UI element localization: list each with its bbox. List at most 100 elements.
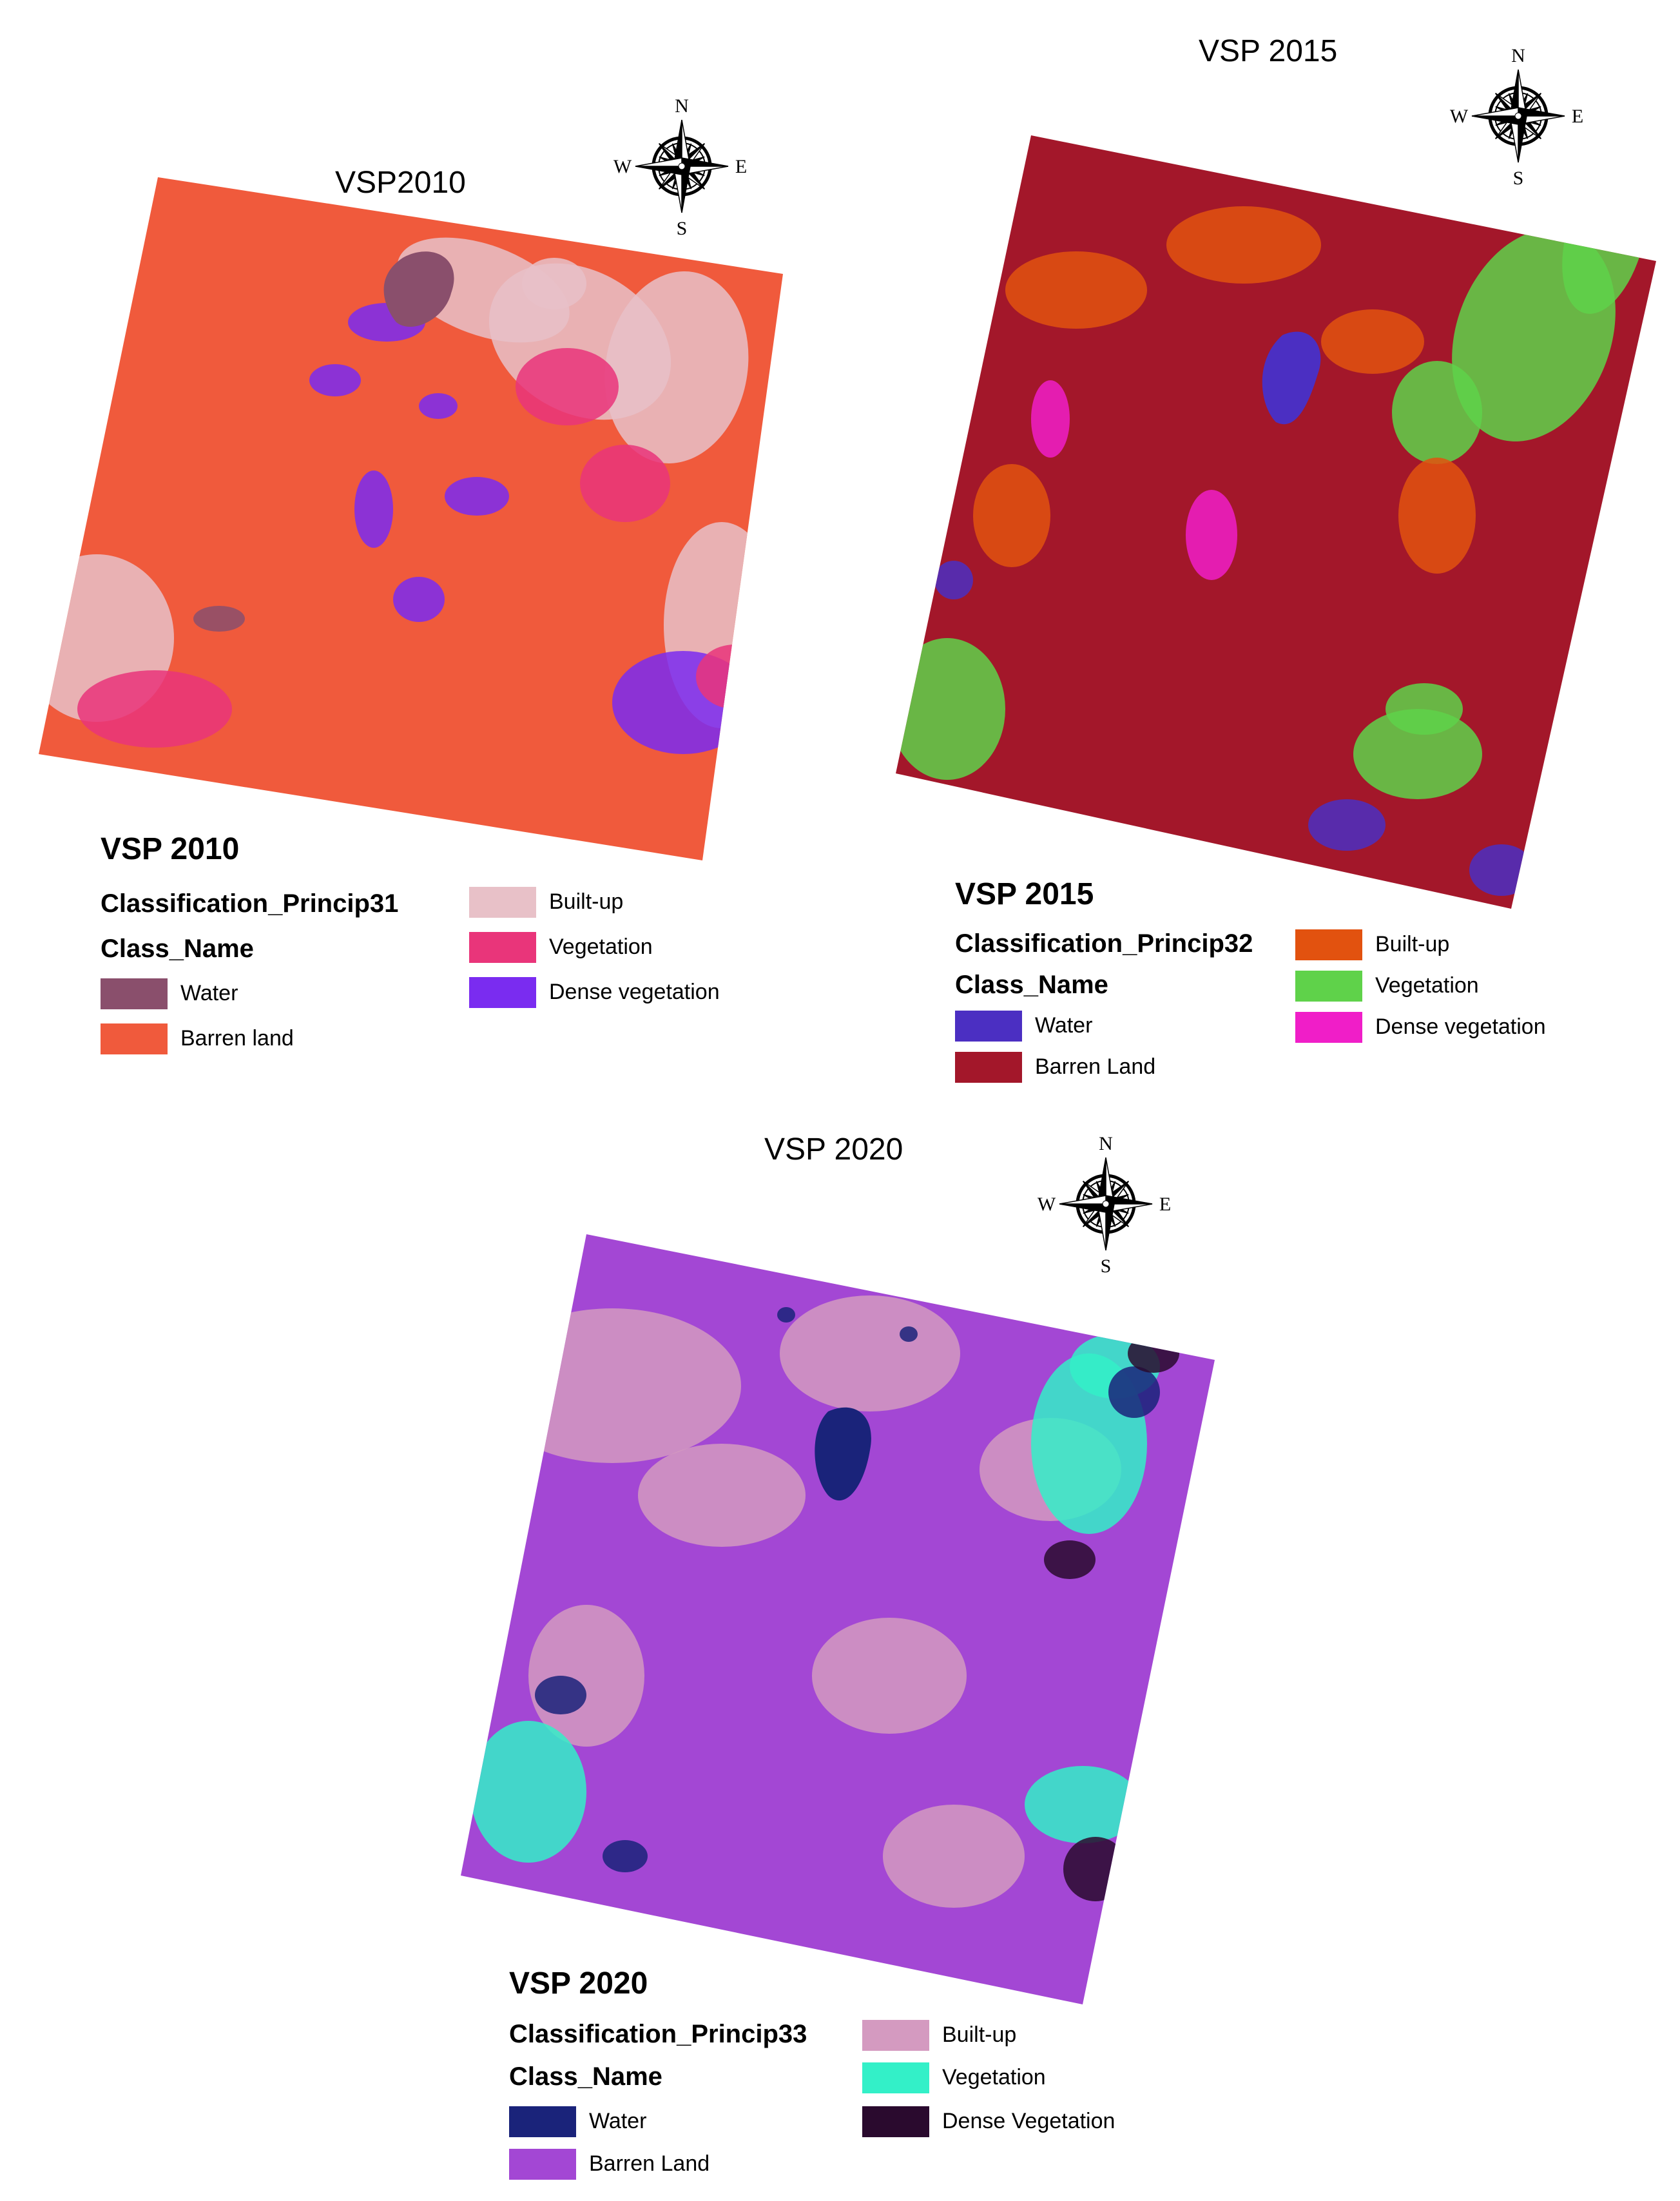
lake-water-body — [815, 1407, 871, 1501]
legend-label: Built-up — [942, 2022, 1017, 2047]
legend-swatch — [469, 932, 536, 963]
legend-field-name: Class_Name — [955, 971, 1108, 999]
legend-label: Water — [1035, 1013, 1093, 1038]
land-cover-patch — [1044, 1540, 1096, 1579]
compass-south-label: S — [1513, 168, 1524, 189]
legend-swatch — [1295, 971, 1362, 1002]
legend-swatch — [1295, 929, 1362, 960]
legend-label: Vegetation — [1375, 973, 1479, 998]
land-cover-patch — [603, 1840, 648, 1872]
map-title: VSP2010 — [335, 166, 466, 200]
legend-swatch — [469, 977, 536, 1008]
land-cover-patch — [580, 445, 670, 522]
land-cover-patch — [470, 1721, 586, 1863]
land-cover-patch — [1469, 844, 1534, 896]
classified-raster-map — [896, 135, 1656, 909]
land-cover-patch — [354, 470, 393, 548]
land-cover-patch — [883, 1805, 1025, 1908]
compass-south-label: S — [677, 218, 688, 239]
legend-title: VSP 2015 — [955, 877, 1094, 911]
land-cover-patch — [393, 577, 445, 622]
lake-water-body — [1262, 331, 1321, 425]
legend-label: Vegetation — [942, 2065, 1046, 2089]
legend-swatch — [862, 2062, 929, 2093]
land-cover-patch — [638, 1444, 806, 1547]
legend-swatch — [469, 887, 536, 918]
legend-label: Water — [589, 2109, 647, 2133]
legend-label: Dense vegetation — [549, 980, 720, 1004]
legend-label: Barren Land — [589, 2151, 710, 2176]
north-arrow-compass-rose-icon: N S E W — [1035, 1133, 1177, 1277]
land-cover-patch — [1005, 251, 1147, 329]
land-cover-patch — [1353, 709, 1482, 799]
compass-east-label: E — [735, 156, 747, 177]
land-cover-patch — [777, 1307, 795, 1323]
legend-label: Barren Land — [1035, 1054, 1156, 1079]
compass-rose-graphic: N S E W — [1038, 1133, 1171, 1277]
land-cover-patch — [477, 1318, 503, 1337]
land-cover-patch — [1321, 309, 1424, 374]
land-cover-patch — [1386, 683, 1463, 735]
land-cover-patch — [896, 638, 1005, 780]
compass-south-label: S — [1101, 1256, 1112, 1277]
north-arrow-compass-rose-icon: N S E W — [1447, 45, 1589, 189]
legend-layer-name: Classification_Princip32 — [955, 929, 1253, 958]
legend-title: VSP 2010 — [101, 832, 240, 866]
legend-swatch — [509, 2106, 576, 2137]
compass-west-label: W — [1450, 106, 1469, 127]
legend-swatch — [862, 2106, 929, 2137]
legend-layer-name: Classification_Princip33 — [509, 2020, 807, 2048]
legend-label: Barren land — [180, 1026, 294, 1051]
map-title: VSP 2020 — [764, 1132, 903, 1167]
land-cover-patch — [780, 1295, 960, 1411]
land-cover-patch — [445, 477, 509, 516]
land-cover-patch — [1108, 1366, 1160, 1418]
legend-swatch — [955, 1052, 1022, 1083]
land-cover-patch — [1128, 1334, 1179, 1373]
land-cover-patch — [1392, 361, 1482, 464]
land-cover-patch — [193, 606, 245, 632]
legend-label: Dense Vegetation — [942, 2109, 1115, 2133]
land-cover-patch — [934, 561, 973, 599]
lake-water-body — [383, 251, 454, 327]
compass-north-label: N — [675, 95, 689, 117]
compass-rose-graphic: N S E W — [613, 95, 747, 239]
compass-east-label: E — [1572, 106, 1583, 127]
legend-label: Vegetation — [549, 935, 653, 959]
classified-raster-map — [39, 177, 783, 860]
legend-title: VSP 2020 — [509, 1966, 648, 2001]
land-cover-patch — [1063, 1837, 1128, 1901]
compass-west-label: W — [1038, 1194, 1056, 1215]
legend-layer-name: Classification_Princip31 — [101, 889, 399, 918]
legend-label: Water — [180, 981, 238, 1005]
legend-field-name: Class_Name — [509, 2062, 662, 2091]
land-cover-patch — [1025, 1766, 1141, 1843]
land-cover-patch — [516, 348, 619, 425]
compass-east-label: E — [1159, 1194, 1171, 1215]
legend-swatch — [101, 1023, 168, 1054]
land-cover-patch — [483, 1308, 741, 1463]
land-cover-patch — [696, 645, 773, 709]
map-title: VSP 2015 — [1199, 34, 1338, 68]
legend-swatch — [1295, 1012, 1362, 1043]
legend-swatch — [955, 1011, 1022, 1042]
land-cover-patch — [812, 1618, 967, 1734]
land-cover-patch — [973, 464, 1050, 567]
land-cover-patch — [535, 1676, 586, 1714]
legend-swatch — [509, 2149, 576, 2180]
land-cover-patch — [1031, 380, 1070, 458]
land-cover-patch — [309, 364, 361, 396]
land-cover-patch — [1166, 206, 1321, 284]
compass-west-label: W — [613, 156, 632, 177]
legend-swatch — [101, 978, 168, 1009]
classified-raster-map — [461, 1234, 1215, 2004]
legend-field-name: Class_Name — [101, 935, 254, 963]
land-cover-patch — [1186, 490, 1237, 580]
land-cover-patch — [604, 271, 749, 463]
legend-label: Dense vegetation — [1375, 1014, 1546, 1039]
legend-swatch — [862, 2020, 929, 2051]
land-cover-patch — [1398, 458, 1476, 574]
land-cover-patch — [419, 393, 458, 419]
land-cover-patch — [522, 258, 586, 309]
land-cover-patch — [900, 1326, 918, 1342]
